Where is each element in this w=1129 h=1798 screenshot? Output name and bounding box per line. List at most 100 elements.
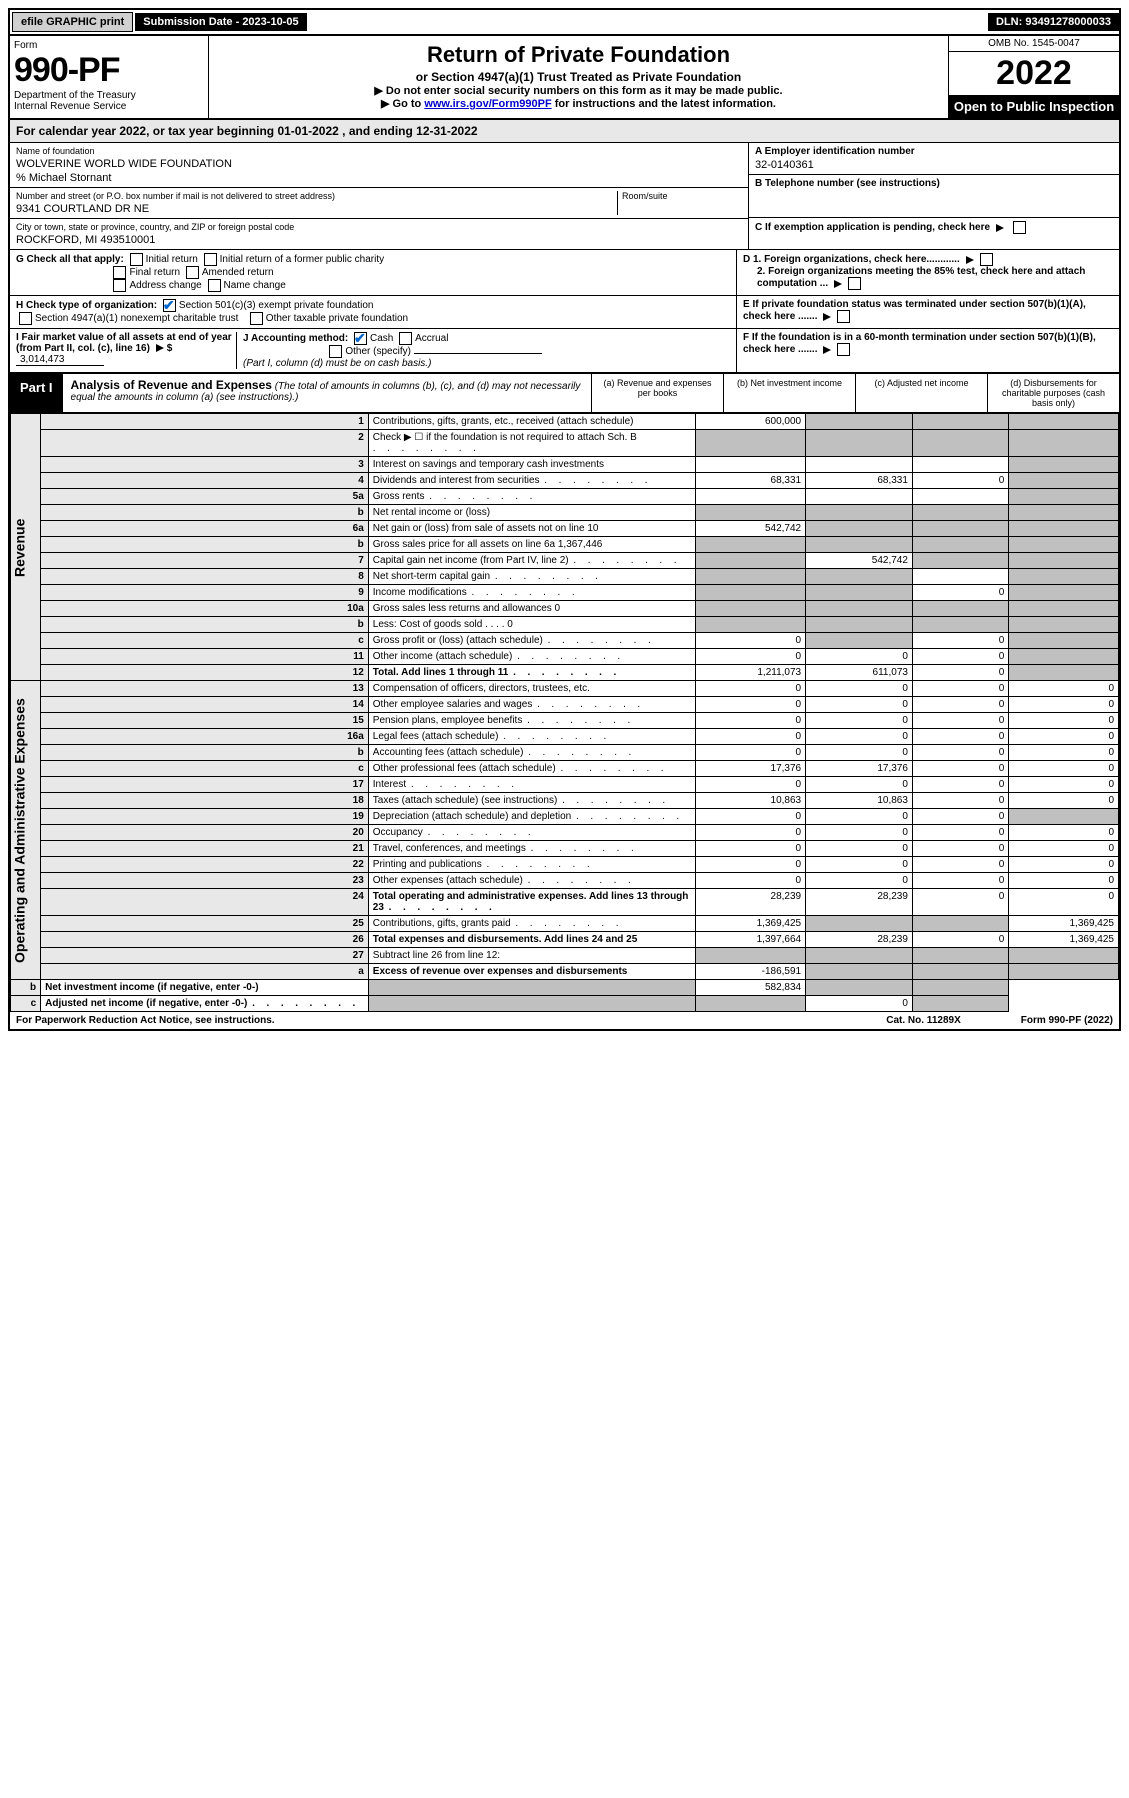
checkbox-initial-former[interactable] <box>204 253 217 266</box>
checkbox-namechange[interactable] <box>208 279 221 292</box>
opt-final: Final return <box>129 267 180 278</box>
efile-button[interactable]: efile GRAPHIC print <box>12 12 133 32</box>
amt-a: 0 <box>696 633 806 649</box>
amt-c: 0 <box>912 777 1008 793</box>
checkbox-f[interactable] <box>837 343 850 356</box>
h-label: H Check type of organization: <box>16 300 157 311</box>
opt-4947: Section 4947(a)(1) nonexempt charitable … <box>35 313 238 324</box>
amt-d <box>1009 430 1119 457</box>
line-desc: Adjusted net income (if negative, enter … <box>41 996 369 1012</box>
part-1-label: Part I <box>10 374 63 412</box>
amt-b: 0 <box>806 729 913 745</box>
col-a-header: (a) Revenue and expenses per books <box>591 374 723 412</box>
table-row: 14 Other employee salaries and wages 0 0… <box>11 697 1119 713</box>
other-specify[interactable] <box>414 353 542 354</box>
amt-a: 1,211,073 <box>696 665 806 681</box>
checkbox-cash[interactable] <box>354 332 367 345</box>
f-label: F If the foundation is in a 60-month ter… <box>743 332 1096 355</box>
amt-c <box>912 601 1008 617</box>
amt-d: 0 <box>1009 729 1119 745</box>
amt-a <box>696 601 806 617</box>
line-desc: Gross profit or (loss) (attach schedule) <box>368 633 696 649</box>
revenue-expense-table: Revenue 1 Contributions, gifts, grants, … <box>10 413 1119 1012</box>
amt-d <box>1009 964 1119 980</box>
amt-d: 1,369,425 <box>1009 916 1119 932</box>
table-row: 20 Occupancy 0 0 0 0 <box>11 825 1119 841</box>
checkbox-initial[interactable] <box>130 253 143 266</box>
amt-c <box>912 569 1008 585</box>
checkbox-e[interactable] <box>837 310 850 323</box>
checkbox-other-taxable[interactable] <box>250 312 263 325</box>
amt-d <box>1009 809 1119 825</box>
goto-prefix: ▶ Go to <box>381 98 424 110</box>
amt-d <box>1009 489 1119 505</box>
checkbox-d2[interactable] <box>848 277 861 290</box>
table-row: 15 Pension plans, employee benefits 0 0 … <box>11 713 1119 729</box>
form-number: 990-PF <box>14 51 204 90</box>
amt-a: 0 <box>696 809 806 825</box>
amt-b <box>806 585 913 601</box>
line-desc: Taxes (attach schedule) (see instruction… <box>368 793 696 809</box>
tax-year: 2022 <box>949 52 1119 95</box>
table-row: 3 Interest on savings and temporary cash… <box>11 457 1119 473</box>
form-word: Form <box>14 40 204 51</box>
line-number: 22 <box>41 857 369 873</box>
amt-a <box>368 980 696 996</box>
line-desc: Interest on savings and temporary cash i… <box>368 457 696 473</box>
amt-d <box>1009 948 1119 964</box>
amt-a <box>696 505 806 521</box>
line-number: 4 <box>41 473 369 489</box>
line-desc: Net gain or (loss) from sale of assets n… <box>368 521 696 537</box>
opt-501c3: Section 501(c)(3) exempt private foundat… <box>179 300 374 311</box>
i-label: I Fair market value of all assets at end… <box>16 332 232 354</box>
amt-b <box>806 601 913 617</box>
checkbox-amended[interactable] <box>186 266 199 279</box>
checkbox-d1[interactable] <box>980 253 993 266</box>
amt-a: 0 <box>696 745 806 761</box>
line-number: 18 <box>41 793 369 809</box>
amt-a <box>696 585 806 601</box>
checkbox-501c3[interactable] <box>163 299 176 312</box>
table-row: 17 Interest 0 0 0 0 <box>11 777 1119 793</box>
checkbox-c[interactable] <box>1013 221 1026 234</box>
name-label: Name of foundation <box>16 146 742 156</box>
amt-b: 0 <box>806 873 913 889</box>
table-row: 5a Gross rents <box>11 489 1119 505</box>
table-row: c Gross profit or (loss) (attach schedul… <box>11 633 1119 649</box>
amt-a: 1,369,425 <box>696 916 806 932</box>
opt-initial: Initial return <box>146 254 198 265</box>
line-number: b <box>41 537 369 553</box>
amt-b: 0 <box>806 745 913 761</box>
irs-link[interactable]: www.irs.gov/Form990PF <box>424 98 551 110</box>
dln-label: DLN: 93491278000033 <box>988 13 1119 31</box>
amt-b: 0 <box>806 697 913 713</box>
line-desc: Excess of revenue over expenses and disb… <box>368 964 696 980</box>
line-desc: Total expenses and disbursements. Add li… <box>368 932 696 948</box>
checkbox-addrchange[interactable] <box>113 279 126 292</box>
d2-label: 2. Foreign organizations meeting the 85%… <box>757 266 1085 289</box>
amt-a: 0 <box>696 873 806 889</box>
amt-b: 0 <box>806 681 913 697</box>
checkbox-other-method[interactable] <box>329 345 342 358</box>
opt-amended: Amended return <box>202 267 274 278</box>
amt-a <box>696 617 806 633</box>
open-public-badge: Open to Public Inspection <box>949 95 1119 118</box>
line-desc: Printing and publications <box>368 857 696 873</box>
amt-a <box>696 948 806 964</box>
amt-c: 0 <box>912 889 1008 916</box>
amt-d: 0 <box>1009 681 1119 697</box>
line-desc: Interest <box>368 777 696 793</box>
table-row: 19 Depreciation (attach schedule) and de… <box>11 809 1119 825</box>
arrow-icon <box>823 313 831 321</box>
checkbox-accrual[interactable] <box>399 332 412 345</box>
table-row: 23 Other expenses (attach schedule) 0 0 … <box>11 873 1119 889</box>
checkbox-final[interactable] <box>113 266 126 279</box>
topbar: efile GRAPHIC print Submission Date - 20… <box>10 10 1119 36</box>
amt-b <box>806 916 913 932</box>
checkbox-4947[interactable] <box>19 312 32 325</box>
table-row: Operating and Administrative Expenses 13… <box>11 681 1119 697</box>
amt-d <box>1009 505 1119 521</box>
e-label: E If private foundation status was termi… <box>743 299 1086 322</box>
opt-addrchange: Address change <box>129 280 201 291</box>
line-number: 8 <box>41 569 369 585</box>
